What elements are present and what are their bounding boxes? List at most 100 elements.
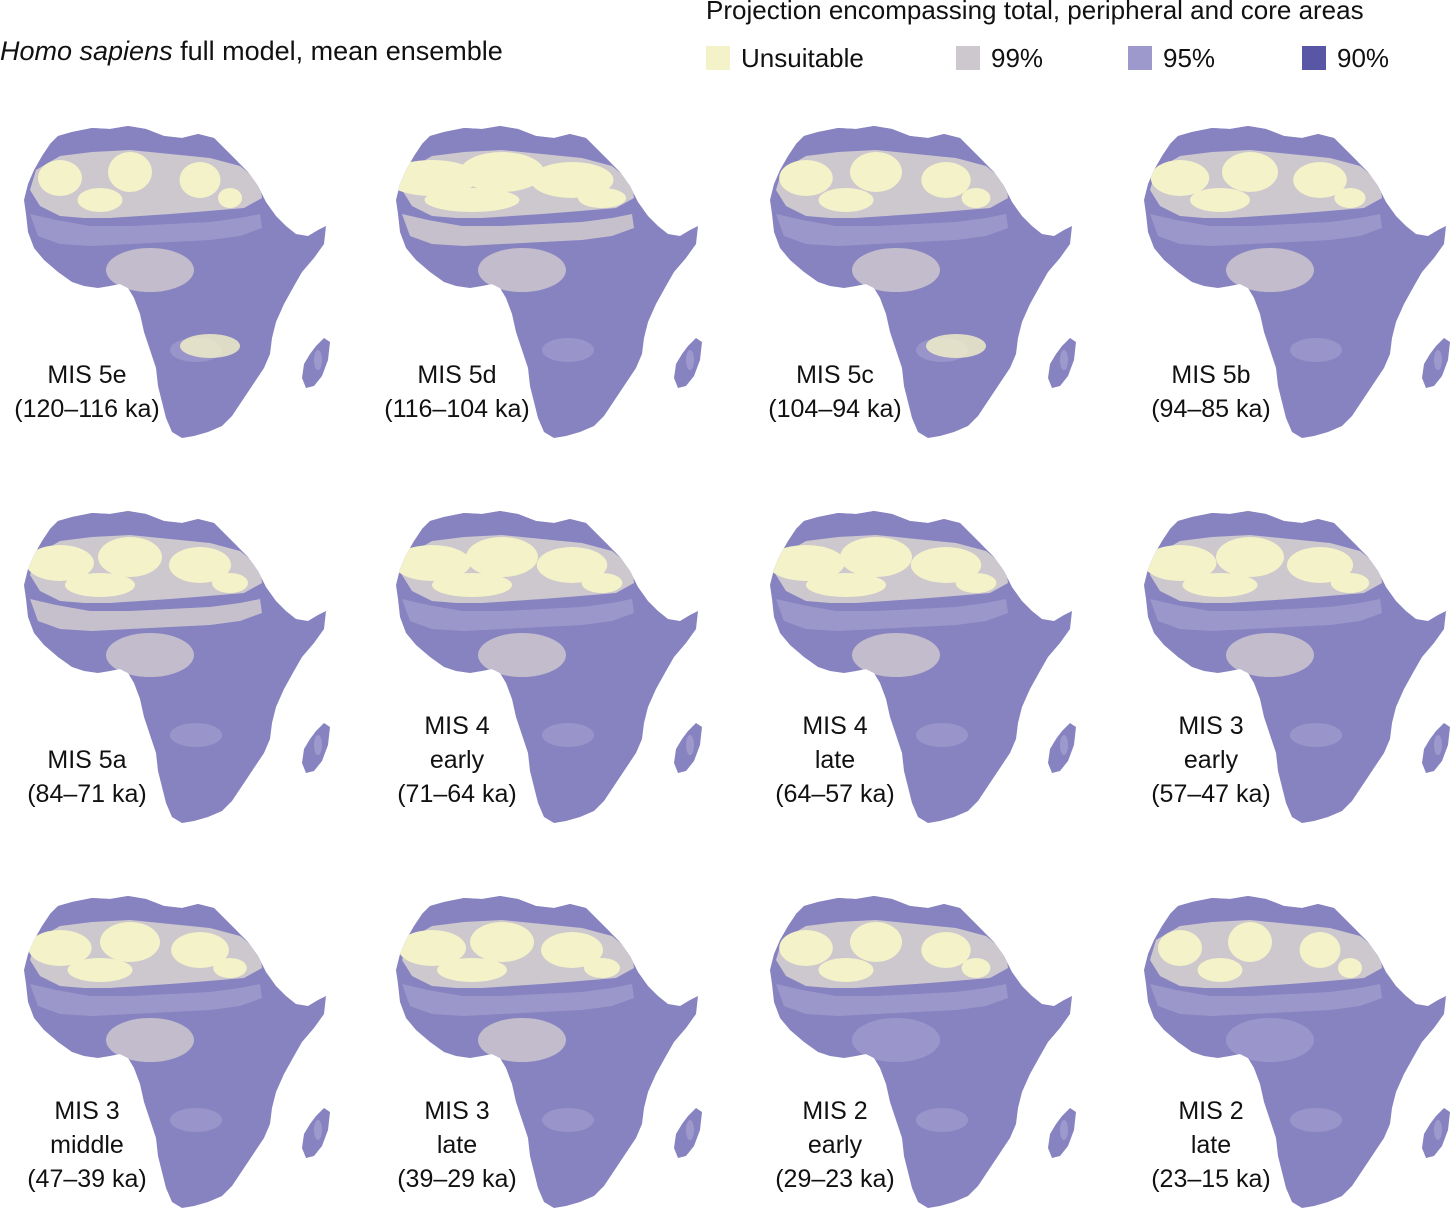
unsuitable-area xyxy=(398,930,466,966)
madagascar-interior xyxy=(686,735,694,755)
unsuitable-area xyxy=(850,152,902,192)
unsuitable-area xyxy=(840,537,912,577)
panel-sub: middle xyxy=(50,1131,124,1159)
interior-area xyxy=(106,1018,194,1062)
map-panel-label: MIS 2 late (23–15 ka) xyxy=(1126,1094,1296,1196)
madagascar-interior xyxy=(1060,1120,1068,1140)
sahel-band xyxy=(30,599,262,631)
madagascar-interior xyxy=(686,1120,694,1140)
map-panel-label: MIS 5a (84–71 ka) xyxy=(2,743,172,811)
sahel-band xyxy=(402,984,634,1016)
unsuitable-area xyxy=(779,930,833,966)
map-panel xyxy=(372,110,722,450)
sahel-band xyxy=(402,599,634,631)
unsuitable-area xyxy=(578,188,626,208)
unsuitable-area xyxy=(65,573,135,597)
unsuitable-area xyxy=(536,547,608,583)
africa-map xyxy=(396,126,702,438)
coastal-band xyxy=(50,896,238,932)
coastal-band xyxy=(796,896,984,932)
sahel-band xyxy=(1150,599,1382,631)
unsuitable-area xyxy=(541,932,603,968)
interior-area xyxy=(1226,1018,1314,1062)
coastal-band xyxy=(50,126,238,162)
subtitle-species: Homo sapiens xyxy=(0,36,173,66)
map-panel xyxy=(372,880,722,1220)
panel-stage: MIS 3 xyxy=(54,1097,120,1125)
unsuitable-area xyxy=(470,922,534,962)
unsuitable-area xyxy=(921,932,971,968)
unsuitable-area xyxy=(38,160,82,196)
unsuitable-area xyxy=(171,932,229,968)
legend-item-90: 90% xyxy=(1302,40,1389,76)
madagascar-interior xyxy=(1434,350,1442,370)
legend-swatch-90 xyxy=(1302,46,1326,70)
unsuitable-area xyxy=(779,160,833,196)
map-panel xyxy=(746,110,1096,450)
map-panel-label: MIS 5b (94–85 ka) xyxy=(1126,358,1296,426)
panel-stage: MIS 5a xyxy=(47,746,127,774)
legend: Unsuitable 99% 95% 90% xyxy=(706,40,1456,80)
interior-area xyxy=(852,633,940,677)
unsuitable-area xyxy=(28,930,92,966)
unsuitable-area xyxy=(910,547,982,583)
coastal-band xyxy=(422,126,610,162)
interior-area xyxy=(852,248,940,292)
unsuitable-area xyxy=(169,547,231,583)
africa-map xyxy=(24,126,330,438)
unsuitable-area xyxy=(1334,188,1366,208)
africa-map xyxy=(24,896,330,1208)
unsuitable-area xyxy=(955,573,997,593)
sahel-band xyxy=(30,984,262,1016)
madagascar-interior xyxy=(686,350,694,370)
unsuitable-area xyxy=(100,922,160,962)
unsuitable-area xyxy=(213,958,247,978)
unsuitable-area xyxy=(1338,958,1362,978)
africa-map xyxy=(770,126,1076,438)
unsuitable-area xyxy=(1330,573,1370,593)
panel-range: (29–23 ka) xyxy=(775,1165,895,1193)
map-panel xyxy=(0,880,350,1220)
unsuitable-area xyxy=(396,545,471,581)
panel-sub: early xyxy=(429,746,485,774)
panel-range: (39–29 ka) xyxy=(397,1165,517,1193)
unsuitable-area xyxy=(1197,958,1243,982)
unsuitable-area xyxy=(67,958,133,982)
panel-stage: MIS 3 xyxy=(424,1097,490,1125)
panel-stage: MIS 4 xyxy=(424,712,490,740)
interior-area xyxy=(916,1108,968,1132)
interior-area xyxy=(478,1018,566,1062)
panel-range: (104–94 ka) xyxy=(768,395,902,423)
legend-label-unsuitable: Unsuitable xyxy=(741,42,864,73)
map-panel-label: MIS 4 early (71–64 ka) xyxy=(372,709,542,811)
map-panel-label: MIS 5c (104–94 ka) xyxy=(750,358,920,426)
interior-area xyxy=(542,723,594,747)
unsuitable-area xyxy=(961,188,991,208)
unsuitable-area xyxy=(806,573,886,597)
panel-sub: early xyxy=(1183,746,1239,774)
unsuitable-area xyxy=(180,334,240,358)
coastal-band xyxy=(1170,896,1358,932)
panel-stage: MIS 3 xyxy=(1178,712,1244,740)
map-panel xyxy=(1120,495,1456,835)
unsuitable-area xyxy=(26,545,94,581)
unsuitable-area xyxy=(581,573,623,593)
interior-area xyxy=(1290,1108,1342,1132)
africa-map xyxy=(770,511,1076,823)
unsuitable-area xyxy=(584,958,620,978)
unsuitable-area xyxy=(1216,537,1284,577)
unsuitable-area xyxy=(460,152,544,192)
panel-range: (57–47 ka) xyxy=(1151,780,1271,808)
africa-map xyxy=(396,511,702,823)
unsuitable-area xyxy=(212,573,248,593)
map-panel xyxy=(0,110,350,450)
panel-sub: late xyxy=(1190,1131,1232,1159)
map-panel xyxy=(1120,110,1456,450)
unsuitable-area xyxy=(396,160,478,196)
panel-range: (94–85 ka) xyxy=(1151,395,1271,423)
legend-label-95: 95% xyxy=(1163,42,1216,73)
unsuitable-area xyxy=(1190,188,1250,212)
panel-range: (71–64 ka) xyxy=(397,780,517,808)
africa-map xyxy=(396,896,702,1208)
unsuitable-area xyxy=(437,958,507,982)
